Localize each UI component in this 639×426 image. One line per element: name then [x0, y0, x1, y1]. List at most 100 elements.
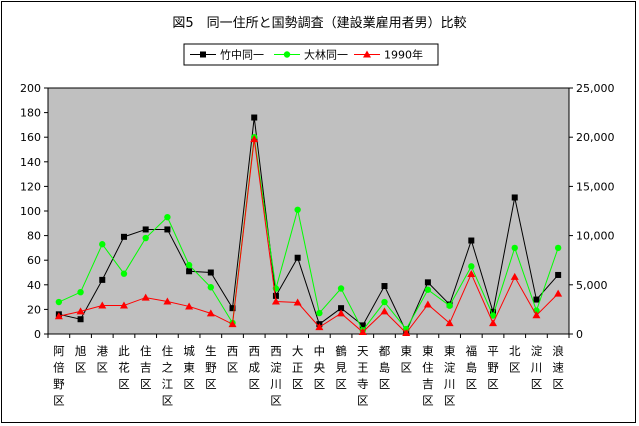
data-point-series-1 [490, 308, 497, 315]
left-tick-label: 0 [34, 328, 41, 341]
data-point-series-2 [468, 263, 475, 270]
data-point-series-3 [98, 301, 107, 309]
right-tick-label: 0 [576, 328, 583, 341]
left-tick-label: 40 [27, 279, 41, 292]
data-point-series-3 [141, 293, 150, 301]
category-label: 淀川区 [531, 344, 543, 391]
data-point-series-3 [293, 298, 302, 306]
right-tick-label: 10,000 [576, 230, 615, 243]
category-label: 西淀川区 [270, 344, 282, 408]
data-point-series-2 [554, 244, 562, 252]
category-label: 天王寺区 [357, 344, 369, 408]
category-label: 港区 [97, 344, 109, 375]
data-point-series-2 [337, 285, 345, 292]
data-point-series-1 [359, 322, 366, 329]
data-point-series-1 [229, 305, 236, 312]
right-tick-label: 20,000 [576, 131, 615, 144]
left-tick-label: 120 [20, 180, 41, 193]
data-point-series-3 [423, 300, 432, 308]
data-point-series-1 [164, 226, 171, 233]
data-point-series-1 [272, 292, 279, 299]
data-point-series-3 [402, 329, 411, 337]
category-label: 住吉区 [140, 344, 152, 391]
left-tick-label: 200 [20, 82, 41, 95]
data-point-series-3 [228, 320, 237, 328]
data-point-series-3 [358, 328, 367, 336]
data-point-series-2 [185, 261, 193, 269]
data-point-series-2 [99, 241, 106, 248]
chart-title: 図5 同一住所と国勢調査（建設業雇用者男）比較 [172, 16, 467, 31]
right-tick-label: 15,000 [576, 180, 615, 193]
category-label: 東区 [400, 344, 412, 375]
data-point-series-2 [489, 312, 497, 319]
data-point-series-2 [77, 288, 84, 296]
category-label: 此花区 [118, 344, 130, 391]
series-line-3 [58, 139, 559, 334]
data-point-series-3 [532, 311, 541, 319]
category-label: 旭区 [75, 344, 87, 375]
left-tick-label: 20 [27, 303, 41, 316]
plot-area [47, 87, 570, 335]
left-tick-label: 60 [27, 254, 41, 267]
data-point-series-1 [294, 254, 301, 261]
data-point-series-3 [250, 135, 259, 143]
left-tick-label: 140 [20, 156, 41, 169]
data-point-series-1 [555, 271, 562, 278]
data-point-series-3 [185, 302, 194, 310]
data-point-series-1 [142, 226, 149, 233]
data-point-series-3 [445, 319, 454, 327]
data-point-series-3 [76, 307, 85, 315]
data-point-series-2 [55, 298, 63, 306]
data-point-series-1 [338, 305, 345, 312]
left-tick-label: 180 [20, 107, 41, 120]
data-point-series-3 [315, 323, 324, 331]
data-point-series-3 [119, 301, 128, 309]
data-point-series-1 [381, 283, 388, 290]
data-point-series-3 [554, 289, 563, 297]
data-point-series-1 [533, 296, 540, 303]
legend-label: 大林同一 [304, 48, 348, 62]
data-point-series-2 [294, 206, 301, 213]
series-line-2 [58, 137, 559, 332]
right-tick-label: 25,000 [576, 82, 615, 95]
left-tick-label: 80 [27, 230, 41, 243]
data-point-series-1 [207, 269, 214, 276]
data-point-series-3 [489, 319, 498, 327]
data-point-series-3 [510, 272, 519, 280]
category-label: 西区 [227, 344, 239, 375]
data-point-series-2 [446, 302, 453, 309]
category-label: 城東区 [183, 344, 195, 391]
category-label: 西成区 [248, 344, 260, 391]
category-label: 中央区 [314, 344, 326, 391]
data-point-series-1 [186, 268, 193, 275]
category-label: 平野区 [487, 344, 499, 391]
legend-label: 竹中同一 [220, 48, 264, 62]
data-point-series-3 [206, 309, 215, 317]
data-point-series-1 [468, 237, 475, 244]
category-label: 大正区 [292, 344, 304, 391]
data-point-series-2 [164, 213, 171, 221]
data-point-series-2 [316, 309, 323, 317]
data-point-series-3 [163, 297, 172, 305]
data-point-series-1 [120, 233, 127, 240]
legend [183, 43, 439, 66]
data-point-series-1 [424, 279, 431, 286]
legend-swatch-marker [283, 51, 291, 58]
category-label: 東住吉区 [422, 344, 434, 408]
data-point-series-1 [77, 316, 84, 323]
category-label: 北区 [509, 344, 521, 375]
data-point-series-3 [380, 307, 389, 315]
left-tick-label: 160 [20, 131, 41, 144]
category-label: 東淀川区 [444, 344, 456, 408]
legend-swatch-marker [200, 51, 206, 58]
category-label: 鶴見区 [335, 344, 347, 391]
category-label: 浪速区 [552, 344, 564, 391]
data-point-series-1 [251, 114, 258, 121]
category-label: 住之江区 [162, 344, 174, 408]
legend-label: 1990年 [384, 48, 423, 62]
series-line-1 [58, 117, 559, 333]
data-point-series-2 [142, 234, 149, 242]
category-label: 生野区 [205, 344, 217, 391]
data-point-series-3 [467, 269, 476, 277]
